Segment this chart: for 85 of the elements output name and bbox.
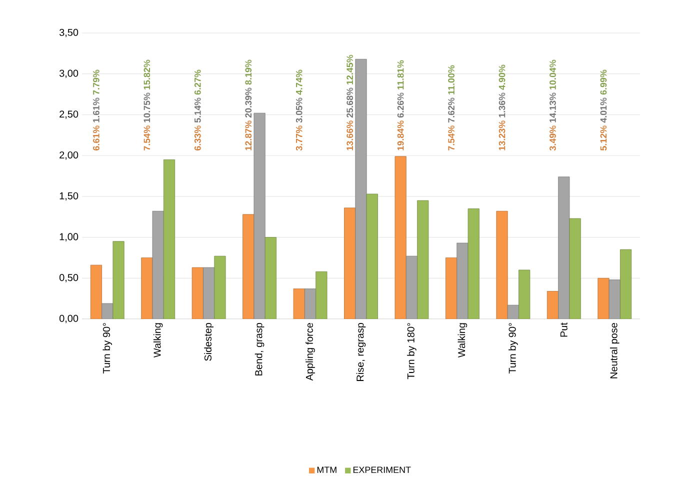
- annotation: 5.12%: [600, 126, 607, 151]
- bar: [214, 256, 226, 319]
- annotation: 11.81%: [397, 60, 404, 90]
- bar: [468, 208, 480, 319]
- y-tick-label: 3,00: [59, 70, 78, 78]
- annotation: 7.79%: [93, 70, 100, 95]
- bar: [264, 237, 276, 319]
- bar: [496, 210, 508, 319]
- bar: [366, 194, 378, 319]
- annotation: 7.54%: [448, 126, 454, 150]
- annotation: 1.36%: [498, 92, 506, 118]
- x-tick-label: Turn by 180°: [407, 323, 416, 380]
- bar: [203, 267, 215, 319]
- x-tick-label: Rise, regrasp: [356, 322, 366, 381]
- y-tick-label: 3,50: [59, 28, 78, 38]
- annotation: 7.62%: [448, 98, 454, 122]
- annotation: 1.61%: [93, 98, 100, 122]
- bar: [598, 278, 610, 319]
- bar: [192, 267, 204, 319]
- bar: [394, 156, 406, 319]
- annotation: 11.00%: [448, 65, 454, 94]
- legend-label: EXPERIMENT: [353, 466, 411, 473]
- x-tick-label: Bend, grasp: [254, 322, 264, 376]
- annotation: 7.54%: [144, 126, 150, 150]
- bar: [163, 159, 176, 319]
- bar: [558, 176, 570, 319]
- bar: [304, 288, 316, 319]
- bar: [254, 112, 266, 319]
- x-tick-label: Neutral pose: [610, 322, 620, 378]
- annotation: 4.74%: [296, 70, 302, 95]
- bar: [406, 256, 418, 319]
- annotation: 3.49%: [550, 126, 556, 151]
- bar: [620, 249, 632, 319]
- bar: [112, 241, 124, 319]
- x-tick-label: Turn by 90°: [508, 323, 518, 374]
- bar: [456, 242, 468, 319]
- y-tick-label: 0,50: [59, 274, 78, 282]
- annotation: 10.75%: [144, 92, 150, 122]
- annotation: 20.39%: [245, 88, 252, 118]
- annotation: 14.13%: [550, 92, 556, 122]
- bar: [90, 264, 102, 319]
- x-tick-label: Sidestep: [204, 322, 214, 361]
- annotation: 6.26%: [397, 92, 404, 118]
- y-tick-label: 2,50: [60, 110, 78, 119]
- bar: [608, 280, 620, 319]
- x-tick-label: Put: [560, 322, 568, 337]
- annotation: 6.99%: [600, 70, 607, 95]
- bar: [242, 214, 254, 319]
- bar: [344, 208, 356, 319]
- annotation: 19.84%: [397, 120, 404, 150]
- annotation: 6.27%: [194, 70, 201, 95]
- annotation: 12.45%: [346, 54, 354, 84]
- bar: [316, 271, 328, 319]
- annotation: 4.90%: [498, 64, 506, 90]
- annotation: 6.61%: [93, 126, 100, 150]
- x-tick-label: Appling force: [306, 322, 315, 381]
- annotation: 3.05%: [296, 98, 302, 123]
- y-tick-label: 1,00: [60, 233, 78, 242]
- bar: [518, 270, 530, 319]
- legend-label: MTM: [317, 466, 336, 473]
- bar: [293, 288, 305, 319]
- annotation: 13.66%: [346, 120, 354, 150]
- bar: [446, 258, 458, 319]
- annotation: 8.19%: [245, 60, 252, 85]
- annotation: 4.01%: [600, 98, 607, 123]
- x-tick-label: Walking: [458, 323, 468, 358]
- x-tick-label: Turn by 90°: [102, 323, 112, 374]
- x-tick-label: Walking: [153, 323, 163, 358]
- bar: [546, 291, 559, 319]
- annotation: 25.68%: [346, 88, 354, 118]
- annotation: 3.77%: [296, 126, 302, 151]
- annotation: 12.87%: [245, 120, 252, 150]
- bar: [569, 218, 581, 319]
- bar: [417, 200, 429, 319]
- bar: [355, 58, 367, 319]
- bar: [152, 210, 164, 319]
- y-tick-label: 1,50: [60, 192, 78, 201]
- bar: [141, 258, 153, 319]
- annotation: 10.04%: [550, 60, 556, 90]
- y-tick-label: 0,00: [59, 314, 78, 324]
- annotation: 5.14%: [194, 98, 201, 123]
- annotation: 15.82%: [144, 60, 150, 90]
- y-tick-label: 2,00: [60, 151, 78, 160]
- annotation: 13.23%: [498, 120, 506, 150]
- annotation: 6.33%: [194, 126, 201, 150]
